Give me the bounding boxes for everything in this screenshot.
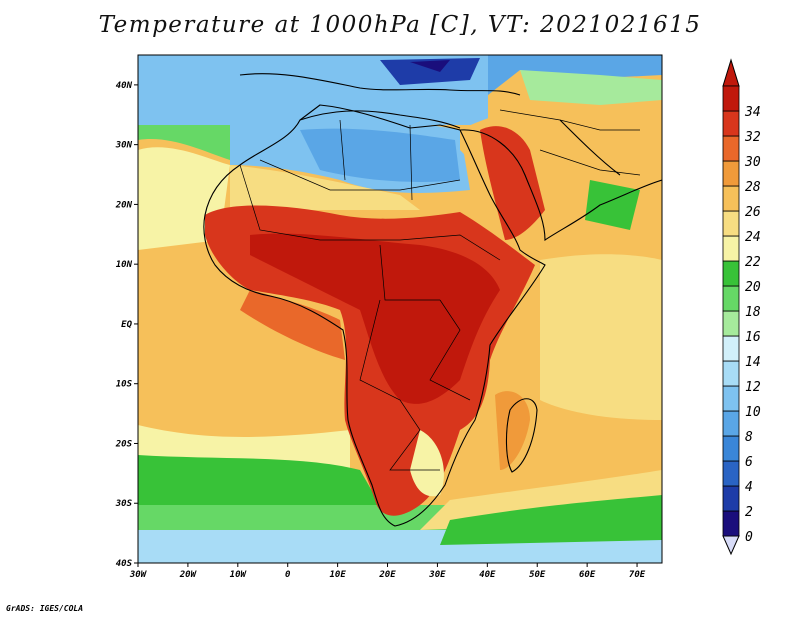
lon-tick-label: 0 bbox=[285, 570, 291, 580]
colorbar-swatch bbox=[722, 385, 740, 412]
coastlines bbox=[203, 73, 662, 527]
colorbar-label: 16 bbox=[745, 330, 761, 345]
colorbar-swatch bbox=[722, 110, 740, 137]
colorbar-label: 10 bbox=[745, 405, 761, 420]
colorbar-label: 14 bbox=[745, 355, 761, 370]
field-arabian-sea-green bbox=[585, 180, 640, 230]
colorbar-under-arrow bbox=[722, 535, 740, 556]
lat-tick-label: 10S bbox=[116, 380, 133, 390]
lon-tick-label: 30W bbox=[129, 570, 148, 580]
lat-tick-label: 30N bbox=[115, 141, 133, 151]
colorbar-label: 34 bbox=[744, 105, 761, 120]
colorbar-swatch bbox=[722, 260, 740, 287]
lat-tick-label: 30S bbox=[115, 499, 133, 509]
lat-tick-label: 40S bbox=[116, 559, 133, 569]
colorbar-label: 18 bbox=[745, 305, 761, 320]
persian-gulf-coastline bbox=[559, 119, 621, 176]
colorbar-swatch bbox=[722, 360, 740, 387]
colorbar-label: 12 bbox=[745, 380, 761, 395]
field-madagascar-warm bbox=[495, 391, 530, 470]
lat-tick-label: EQ bbox=[121, 320, 132, 330]
lon-tick-label: 20W bbox=[179, 570, 198, 580]
colorbar-swatch bbox=[722, 210, 740, 237]
colorbar-label: 2 bbox=[745, 505, 753, 520]
colorbar-label: 26 bbox=[745, 205, 761, 220]
field-south-indian-green bbox=[440, 495, 662, 545]
colorbar-swatch bbox=[722, 335, 740, 362]
lat-tick-label: 40N bbox=[116, 81, 133, 91]
lon-tick-label: 40E bbox=[479, 570, 496, 580]
colorbar-label: 6 bbox=[745, 455, 753, 470]
field-indian-ocean-mild bbox=[540, 254, 662, 420]
plot-frame bbox=[137, 54, 663, 564]
credit-label: GrADS: IGES/COLA bbox=[6, 604, 84, 613]
colorbar-label: 24 bbox=[745, 230, 761, 245]
colorbar-swatch bbox=[722, 435, 740, 462]
field-south-africa-mild bbox=[410, 430, 444, 497]
field-iran-mild bbox=[520, 70, 662, 105]
field-south-atlantic-green bbox=[138, 455, 380, 505]
colorbar-swatch bbox=[722, 485, 740, 512]
field-north-blue bbox=[138, 55, 662, 95]
colorbar-swatch bbox=[722, 85, 740, 112]
colorbar-swatch bbox=[722, 510, 740, 537]
africa-coastline bbox=[203, 104, 546, 527]
colorbar-swatch bbox=[722, 160, 740, 187]
colorbar-swatch bbox=[722, 410, 740, 437]
lon-tick-label: 60E bbox=[579, 570, 596, 580]
border-north-africa bbox=[239, 119, 413, 241]
lon-tick-label: 20E bbox=[378, 570, 396, 580]
arabia-coastline bbox=[459, 129, 662, 242]
colorbar-swatch bbox=[722, 310, 740, 337]
colorbar-label: 30 bbox=[744, 155, 761, 170]
mediterranean-north-coastline bbox=[239, 73, 521, 96]
field-aegean-deepest bbox=[410, 60, 450, 72]
madagascar-coastline bbox=[505, 398, 538, 473]
lon-tick-label: 30E bbox=[428, 570, 446, 580]
field-red-sea-hot bbox=[480, 126, 545, 240]
lon-tick-label: 50E bbox=[529, 570, 546, 580]
field-gulf-guinea-warm bbox=[240, 290, 345, 360]
field-aegean-deep bbox=[380, 58, 480, 85]
colorbar-label: 4 bbox=[745, 480, 753, 495]
colorbar-swatch bbox=[722, 185, 740, 212]
border-middle-east bbox=[499, 109, 641, 176]
lon-tick-label: 10W bbox=[230, 570, 248, 580]
lat-tick-label: 20S bbox=[115, 439, 133, 449]
mediterranean-south-coastline bbox=[299, 110, 461, 129]
border-saharan bbox=[259, 159, 461, 191]
lat-tick-label: 10N bbox=[116, 260, 133, 270]
country-borders bbox=[239, 109, 641, 471]
border-central-africa bbox=[320, 234, 501, 401]
colorbar-swatch bbox=[722, 235, 740, 262]
field-sahara-cooler bbox=[300, 128, 460, 182]
colorbar-swatch bbox=[722, 460, 740, 487]
longitude-axis: 30W 20W 10W 0 10E 20E 30E 40E 50E 60E 70E bbox=[129, 563, 646, 580]
colorbar-swatch bbox=[722, 135, 740, 162]
colorbar-label: 8 bbox=[745, 430, 753, 445]
colorbar-label: 20 bbox=[745, 280, 761, 295]
border-southern-africa bbox=[359, 299, 440, 471]
colorbar-label: 32 bbox=[744, 130, 761, 145]
plot-title: Temperature at 1000hPa [C], VT: 20210216… bbox=[98, 12, 702, 38]
colorbar-label: 0 bbox=[745, 530, 753, 545]
colorbar-label: 22 bbox=[745, 255, 761, 270]
latitude-axis: 40S 30S 20S 10S EQ 10N 20N 30N 40N bbox=[115, 81, 138, 569]
lon-tick-label: 70E bbox=[629, 570, 646, 580]
colorbar-label: 28 bbox=[745, 180, 761, 195]
colorbar-over-arrow bbox=[722, 58, 740, 87]
lon-tick-label: 10E bbox=[329, 570, 346, 580]
temperature-field bbox=[138, 55, 662, 563]
lat-tick-label: 20N bbox=[115, 200, 133, 210]
colorbar-swatch bbox=[722, 285, 740, 312]
